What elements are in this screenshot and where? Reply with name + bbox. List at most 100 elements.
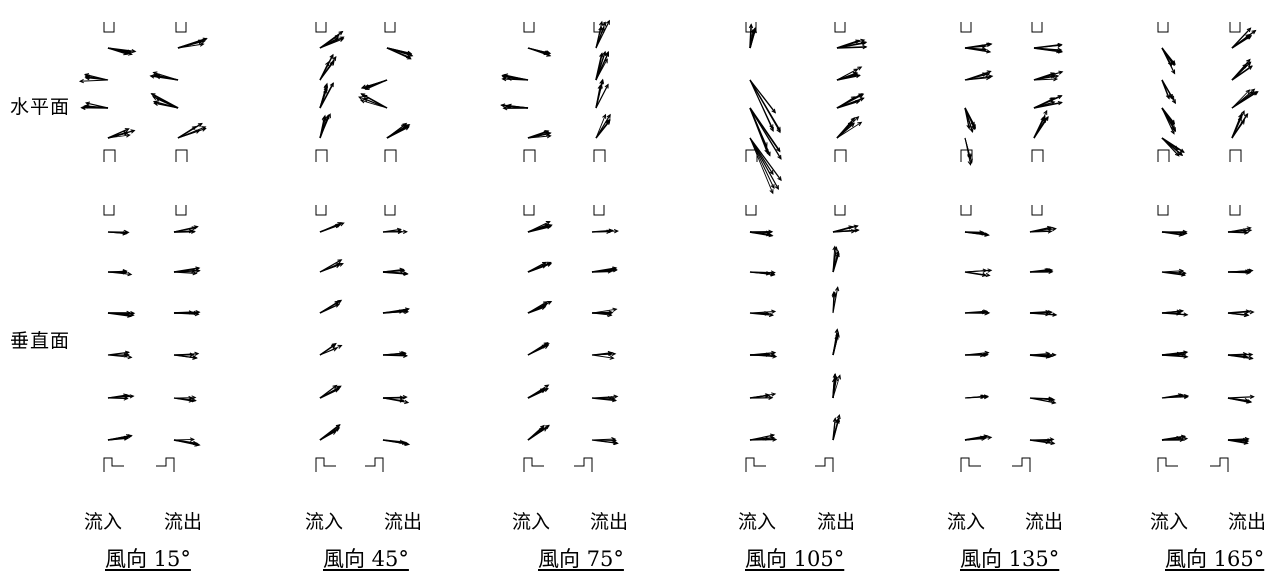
building-step-inflow-v-105	[745, 457, 766, 472]
vector-h-outflow-45-1	[360, 79, 388, 90]
building-bottom-inflow-h-15	[103, 149, 116, 162]
vector-v-inflow-165-0	[1161, 229, 1188, 237]
vector-v-inflow-75-4	[527, 384, 550, 399]
vector-h-outflow-15-3	[177, 122, 207, 139]
vector-v-inflow-165-5	[1161, 434, 1189, 443]
vector-h-outflow-75-3	[595, 113, 611, 139]
vector-v-inflow-45-1	[319, 259, 344, 273]
building-bottom-inflow-h-45	[315, 149, 328, 162]
vector-v-outflow-135-0	[1029, 225, 1057, 234]
building-top-inflow-h-45	[315, 22, 327, 33]
row-label-vertical: 垂直面	[10, 330, 71, 352]
building-top-outflow-v-135	[1031, 205, 1043, 216]
vector-h-outflow-135-0	[1033, 42, 1064, 54]
building-step-outflow-v-105	[815, 457, 834, 472]
vector-v-outflow-15-3	[173, 351, 200, 360]
vector-h-outflow-105-3	[836, 115, 863, 139]
vector-h-outflow-45-0	[386, 47, 414, 60]
panel-caption-135: 風向 135°	[960, 547, 1060, 571]
building-top-outflow-v-45	[384, 205, 396, 216]
vector-v-inflow-165-1	[1161, 268, 1187, 277]
vector-v-inflow-75-5	[527, 424, 550, 441]
vector-v-inflow-165-3	[1161, 350, 1189, 359]
vector-h-inflow-75-3	[527, 130, 552, 139]
vector-v-inflow-15-4	[107, 393, 135, 401]
vector-v-inflow-75-3	[527, 342, 550, 356]
vector-v-inflow-105-0	[749, 229, 774, 238]
building-top-inflow-v-45	[315, 205, 327, 216]
outflow-label-165: 流出	[1228, 511, 1267, 533]
vector-v-outflow-45-3	[382, 351, 409, 358]
outflow-label-105: 流出	[817, 511, 856, 533]
vector-h-inflow-15-1	[78, 73, 109, 84]
vector-v-inflow-45-0	[319, 222, 345, 233]
vector-v-outflow-165-2	[1227, 309, 1255, 318]
vector-v-inflow-15-3	[107, 350, 133, 360]
vector-h-inflow-165-1	[1161, 79, 1176, 105]
building-top-inflow-v-75	[523, 205, 535, 216]
vector-v-inflow-135-3	[964, 350, 990, 358]
building-top-outflow-h-45	[384, 22, 396, 33]
vector-v-outflow-45-1	[382, 267, 409, 276]
vector-v-inflow-165-4	[1161, 393, 1189, 400]
inflow-label-135: 流入	[947, 511, 986, 533]
vector-v-outflow-75-1	[591, 266, 618, 274]
inflow-label-165: 流入	[1150, 511, 1189, 533]
vector-h-inflow-75-0	[527, 47, 552, 57]
building-bottom-outflow-h-75	[593, 149, 606, 162]
building-top-inflow-v-165	[1157, 205, 1169, 216]
vector-v-outflow-75-3	[591, 350, 617, 360]
vector-v-inflow-135-5	[964, 434, 993, 441]
vector-h-inflow-105-0	[748, 23, 757, 49]
vector-h-inflow-45-1	[319, 53, 337, 81]
vector-v-inflow-105-5	[749, 433, 778, 442]
building-bottom-outflow-h-105	[834, 149, 847, 162]
vector-v-outflow-105-0	[832, 224, 860, 234]
building-step-inflow-v-15	[103, 457, 124, 472]
vector-h-inflow-105-3	[749, 137, 782, 195]
vector-h-outflow-165-2	[1231, 88, 1259, 109]
vector-h-outflow-135-3	[1033, 109, 1049, 139]
vector-h-outflow-105-0	[836, 38, 868, 50]
vector-h-outflow-165-1	[1231, 58, 1253, 81]
vector-v-outflow-75-5	[591, 436, 619, 446]
vector-v-inflow-45-5	[319, 424, 341, 441]
vector-h-outflow-165-3	[1231, 110, 1249, 139]
vector-h-outflow-15-2	[150, 93, 179, 109]
vector-v-inflow-75-1	[527, 261, 553, 273]
vector-h-outflow-45-2	[358, 93, 388, 109]
building-step-outflow-v-135	[1012, 457, 1031, 472]
building-top-outflow-h-165	[1229, 22, 1241, 33]
vector-h-inflow-45-2	[319, 82, 335, 109]
vector-v-inflow-15-0	[107, 229, 130, 236]
vector-h-outflow-135-2	[1033, 94, 1063, 109]
building-step-outflow-v-15	[156, 457, 175, 472]
vector-v-outflow-165-1	[1227, 268, 1254, 275]
vector-h-outflow-75-2	[595, 78, 609, 109]
building-top-inflow-h-15	[103, 22, 115, 33]
panel-caption-45: 風向 45°	[323, 547, 409, 571]
vector-v-outflow-45-4	[382, 395, 410, 405]
vector-h-inflow-165-2	[1161, 107, 1177, 135]
vector-v-outflow-165-4	[1227, 394, 1255, 404]
vector-v-outflow-105-5	[832, 414, 841, 441]
building-step-inflow-v-45	[315, 457, 336, 472]
building-top-outflow-v-15	[175, 205, 187, 216]
building-bottom-inflow-h-135	[960, 149, 973, 162]
vector-h-inflow-15-0	[107, 47, 137, 56]
vector-v-inflow-105-1	[749, 270, 776, 277]
inflow-label-75: 流入	[512, 511, 551, 533]
vector-v-inflow-135-0	[964, 230, 990, 237]
vector-v-outflow-75-0	[591, 228, 619, 234]
building-bottom-inflow-h-75	[523, 149, 536, 162]
vector-v-outflow-165-0	[1227, 226, 1253, 235]
vector-h-inflow-45-0	[319, 30, 345, 49]
inflow-label-15: 流入	[84, 511, 123, 533]
vector-v-outflow-135-2	[1029, 309, 1058, 317]
vector-h-inflow-15-3	[107, 128, 136, 139]
vector-v-outflow-15-0	[173, 225, 199, 234]
building-bottom-outflow-h-135	[1031, 149, 1044, 162]
building-top-inflow-v-15	[103, 205, 115, 216]
building-top-inflow-h-135	[960, 22, 972, 33]
vector-h-outflow-75-1	[595, 50, 610, 81]
